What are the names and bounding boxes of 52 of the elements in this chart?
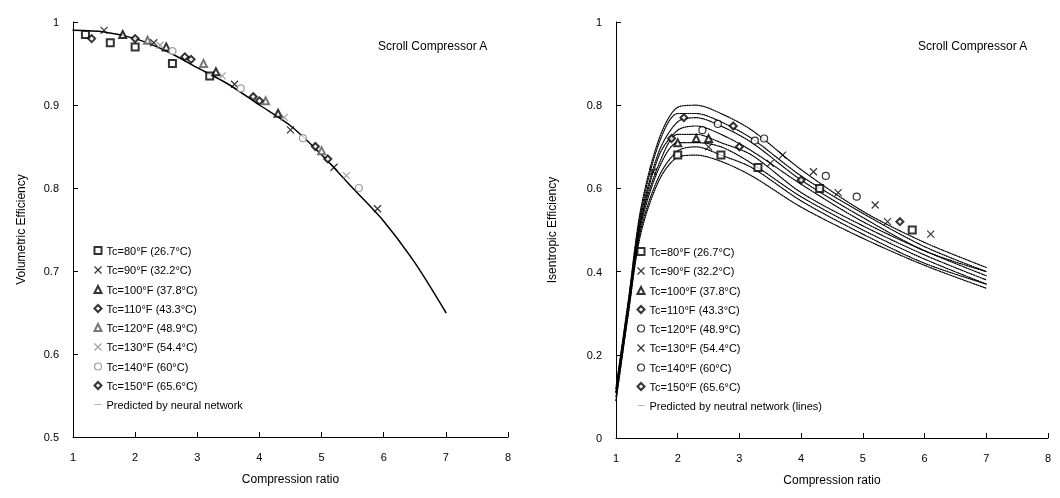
- x-tick-label: 7: [442, 450, 449, 463]
- legend-label: Tc=140°F (60°C): [649, 361, 732, 374]
- legend-label: Tc=130°F (54.4°C): [649, 342, 741, 354]
- legend-label: Predicted by neural network: [106, 398, 244, 411]
- legend-label: Tc=110°F (43.3°C): [106, 302, 197, 315]
- y-tick-label: 1: [595, 16, 602, 28]
- annotation: Scroll Compressor A: [377, 39, 488, 53]
- legend-label: Tc=90°F (32.2°C): [106, 264, 192, 276]
- legend-label: Tc=120°F (48.9°C): [106, 321, 198, 334]
- legend-label: Tc=90°F (32.2°C): [649, 265, 735, 277]
- x-tick-label: 2: [132, 450, 139, 463]
- legend-label: Predicted by neutral network (lines): [649, 399, 822, 412]
- y-axis-title: Volumetric Efficiency: [14, 174, 28, 285]
- x-tick-label: 1: [612, 451, 620, 464]
- legend-label: Tc=80°F (26.7°C): [106, 244, 192, 257]
- x-tick-label: 3: [736, 451, 743, 464]
- y-tick-label: 0.9: [43, 99, 59, 111]
- x-tick-label: 6: [380, 450, 387, 463]
- y-tick-label: 0.6: [43, 348, 59, 360]
- x-axis-title: Compression ratio: [241, 472, 340, 486]
- legend-label: Tc=100°F (37.8°C): [106, 283, 198, 296]
- y-tick-label: 1: [52, 16, 59, 28]
- y-tick-label: 0.2: [586, 348, 602, 361]
- y-tick-label: 0: [595, 432, 602, 444]
- y-tick-label: 0.7: [43, 265, 59, 277]
- y-tick-label: 0.5: [43, 431, 59, 443]
- legend-label: Tc=100°F (37.8°C): [649, 284, 741, 297]
- legend-label: Tc=140°F (60°C): [106, 360, 189, 373]
- y-tick-label: 0.6: [586, 182, 602, 195]
- y-tick-label: 0.8: [43, 182, 59, 194]
- x-tick-label: 7: [983, 451, 990, 464]
- x-tick-label: 2: [674, 451, 681, 464]
- x-tick-label: 8: [1044, 451, 1052, 464]
- x-tick-label: 4: [256, 450, 263, 463]
- legend-label: Tc=80°F (26.7°C): [649, 245, 735, 258]
- legend-label: Tc=150°F (65.6°C): [649, 380, 741, 393]
- legend-label: Tc=150°F (65.6°C): [106, 379, 198, 392]
- y-tick-label: 0.4: [586, 265, 602, 278]
- x-tick-label: 6: [921, 451, 928, 464]
- annotation: Scroll Compressor A: [917, 39, 1028, 53]
- x-tick-label: 4: [798, 451, 805, 464]
- y-tick-label: 0.8: [586, 99, 602, 112]
- x-tick-label: 3: [194, 450, 201, 463]
- x-axis-title: Compression ratio: [783, 473, 882, 487]
- x-tick-label: 8: [504, 450, 512, 463]
- y-axis-title: Isentropic Efficiency: [545, 176, 559, 284]
- legend-label: Tc=120°F (48.9°C): [649, 322, 741, 335]
- legend-label: Tc=110°F (43.3°C): [649, 303, 740, 316]
- x-tick-label: 1: [69, 450, 77, 463]
- x-tick-label: 5: [318, 450, 325, 463]
- x-tick-label: 5: [859, 451, 866, 464]
- legend-label: Tc=130°F (54.4°C): [106, 341, 198, 353]
